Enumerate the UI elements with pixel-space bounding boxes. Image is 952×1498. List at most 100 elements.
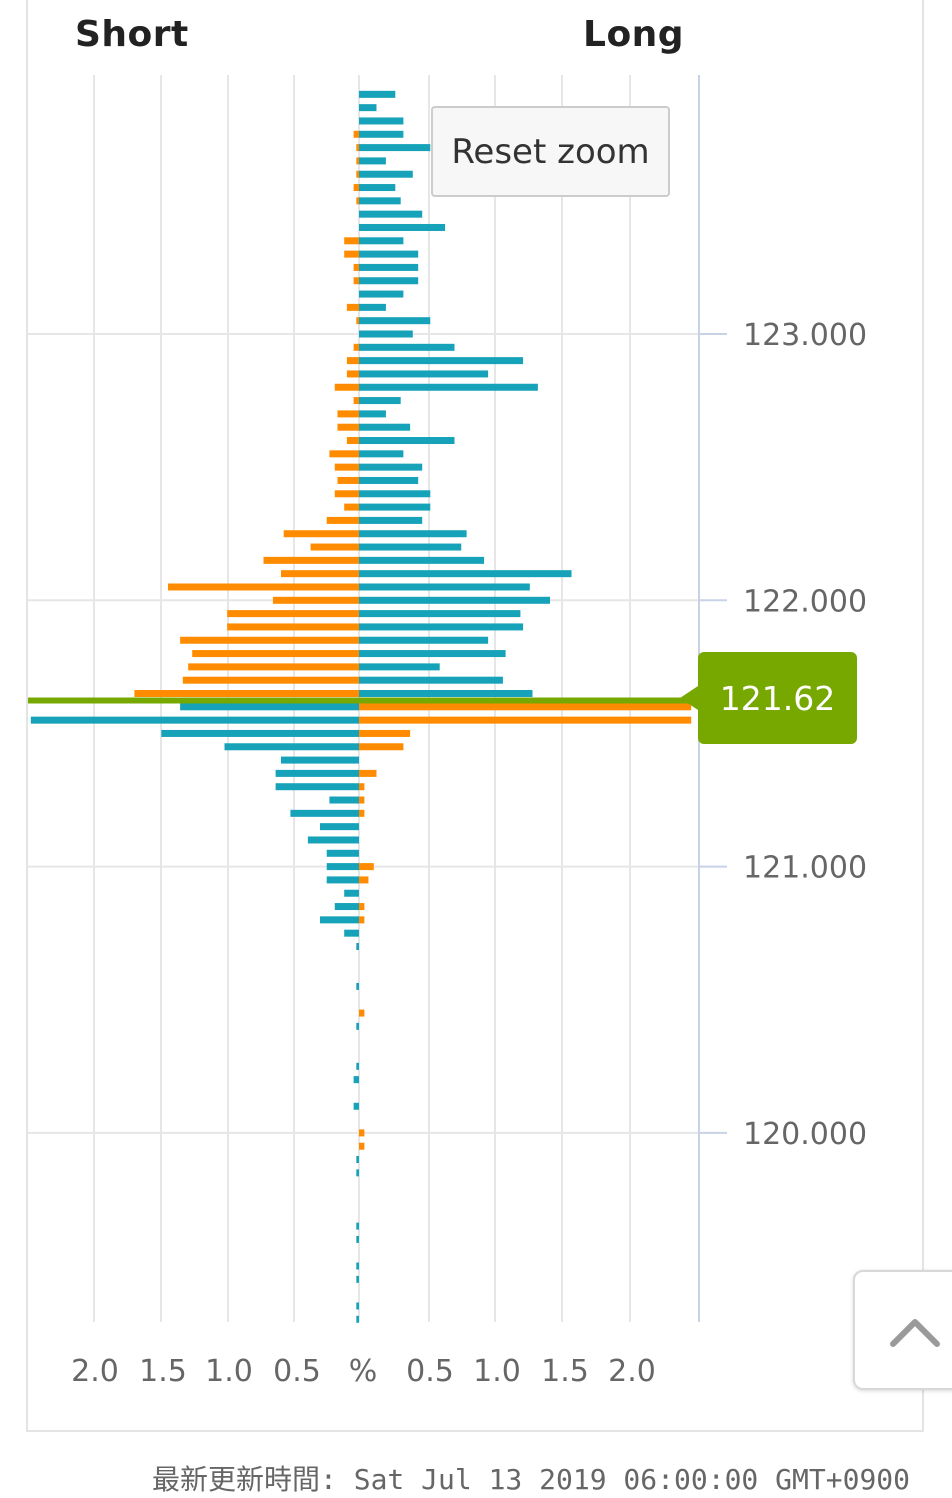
long-bar [359, 530, 467, 538]
long-bar [359, 90, 396, 98]
short-bar [356, 1262, 359, 1270]
long-bar [359, 170, 413, 178]
short-bar [334, 463, 359, 471]
short-bar [329, 796, 359, 804]
short-bar [344, 250, 359, 258]
long-bar [359, 583, 530, 591]
scroll-to-top-button[interactable] [853, 1270, 952, 1390]
x-tick-label: 0.5 [406, 1354, 454, 1389]
long-bar [359, 157, 386, 165]
long-bar [359, 729, 411, 737]
short-bar [30, 716, 359, 724]
short-bar [356, 1315, 359, 1323]
short-bar [263, 556, 359, 564]
short-bar [161, 729, 359, 737]
short-bar [182, 676, 359, 684]
short-bar [326, 516, 359, 524]
short-bar [180, 636, 359, 644]
long-bar [359, 410, 386, 418]
short-bar [337, 476, 359, 484]
short-bar [134, 690, 359, 698]
long-bar [359, 1142, 365, 1150]
short-bar [344, 503, 359, 511]
x-tick-label: 1.0 [473, 1354, 521, 1389]
short-bar [353, 277, 359, 285]
x-tick-label: 1.0 [205, 1354, 253, 1389]
long-bar [359, 343, 455, 351]
long-bar [359, 450, 404, 458]
long-bar [359, 863, 374, 871]
long-bar [359, 1129, 365, 1137]
long-bar [359, 197, 401, 205]
short-bar [353, 263, 359, 271]
reset-zoom-button[interactable]: Reset zoom [431, 106, 670, 197]
short-bar [346, 370, 359, 378]
long-bar [359, 1009, 365, 1017]
long-bar [359, 543, 462, 551]
long-bar [359, 796, 365, 804]
y-tick-label: 122.000 [743, 584, 867, 619]
short-bar [329, 450, 359, 458]
short-bar [356, 942, 359, 950]
short-bar [310, 543, 359, 551]
short-bar [356, 1169, 359, 1177]
short-bar [326, 863, 359, 871]
y-tick-label: 123.000 [743, 318, 867, 353]
short-bar [334, 903, 359, 911]
long-bar [359, 650, 506, 658]
short-bar [188, 663, 359, 671]
short-bar [356, 170, 359, 178]
long-bar [359, 903, 365, 911]
short-bar [344, 889, 359, 897]
short-bar [272, 596, 359, 604]
current-price-label: 121.62 [680, 652, 857, 744]
short-bar [356, 1302, 359, 1310]
short-bar [280, 756, 359, 764]
short-bar [275, 769, 359, 777]
short-bar [337, 423, 359, 431]
short-bar [224, 743, 359, 751]
short-bar [280, 570, 359, 578]
long-bar [359, 596, 550, 604]
x-tick-label: % [349, 1354, 378, 1389]
short-bar [353, 1076, 359, 1084]
short-bar [356, 982, 359, 990]
x-tick-label: 0.5 [273, 1354, 321, 1389]
short-bar [319, 916, 359, 924]
long-bar [359, 277, 419, 285]
long-bar [359, 610, 521, 618]
x-tick-label: 2.0 [608, 1354, 656, 1389]
short-bar [344, 237, 359, 245]
long-bar [359, 423, 411, 431]
short-bar [337, 410, 359, 418]
long-bar [359, 516, 423, 524]
long-bar [359, 130, 404, 138]
long-bar [359, 503, 431, 511]
short-bar [227, 623, 359, 631]
x-tick-label: 1.5 [139, 1354, 187, 1389]
y-tick-label: 121.000 [743, 851, 867, 886]
short-side-title: Short [75, 14, 189, 55]
long-bar [359, 210, 423, 218]
long-bar [359, 223, 446, 231]
long-bar [359, 357, 524, 365]
short-bar [180, 703, 359, 711]
long-bar [359, 809, 365, 817]
y-tick-label: 120.000 [743, 1117, 867, 1152]
long-bar [359, 676, 503, 684]
short-bar [290, 809, 359, 817]
short-bar [334, 383, 359, 391]
long-bar [359, 490, 431, 498]
long-bar [359, 570, 572, 578]
short-bar [275, 783, 359, 791]
long-bar [359, 916, 365, 924]
long-bar [359, 716, 692, 724]
last-updated-text: 最新更新時間: Sat Jul 13 2019 06:00:00 GMT+090… [152, 1463, 911, 1496]
short-bar [353, 397, 359, 405]
long-bar [359, 437, 455, 445]
long-bar [359, 263, 419, 271]
short-bar [283, 530, 359, 538]
long-bar [359, 397, 401, 405]
x-tick-label: 1.5 [541, 1354, 589, 1389]
